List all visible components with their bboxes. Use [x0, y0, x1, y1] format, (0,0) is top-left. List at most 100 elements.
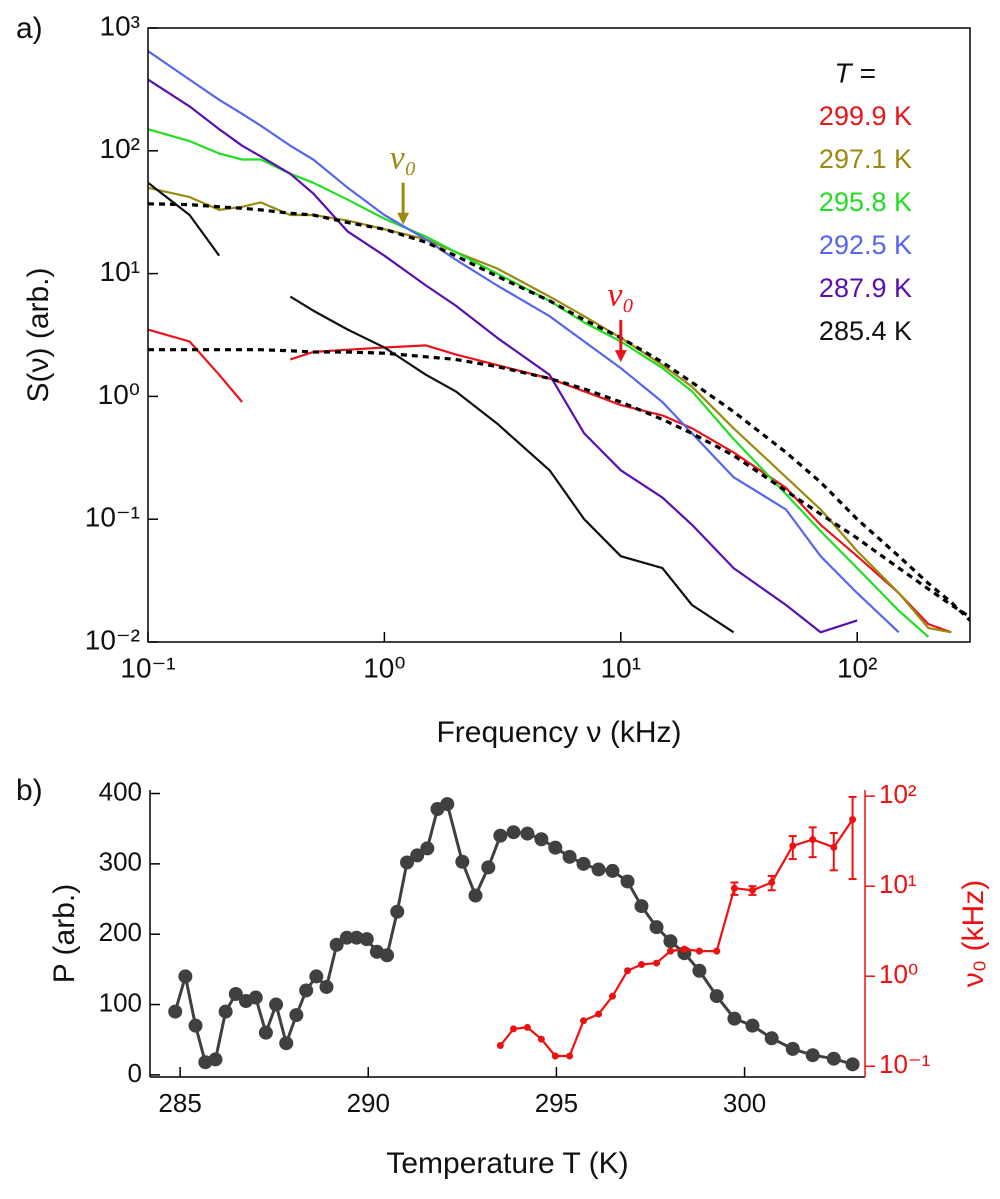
data-point: [319, 979, 334, 994]
x-tick-label: 285: [158, 1088, 201, 1118]
y2-tick-label: 10⁰: [879, 959, 918, 989]
series-line: [148, 181, 735, 634]
data-point: [730, 884, 738, 892]
fit-line: [148, 202, 970, 622]
data-point: [510, 1025, 518, 1033]
x-tick-label: 10¹: [601, 652, 641, 683]
data-point: [580, 1017, 588, 1025]
data-point: [709, 989, 724, 1004]
x-tick-label: 290: [347, 1088, 390, 1118]
legend-entry: 287.9 K: [819, 273, 912, 303]
legend-entry: 295.8 K: [819, 187, 912, 217]
data-point: [279, 1036, 294, 1051]
data-point: [649, 920, 664, 935]
data-point: [248, 990, 263, 1005]
x-tick-label: 10²: [837, 652, 877, 683]
y-tick-label: 10¹: [100, 256, 140, 287]
data-point: [455, 854, 470, 869]
y-tick-label: 100: [99, 987, 142, 1017]
panel-label: a): [16, 12, 43, 45]
data-point: [468, 888, 483, 903]
data-point: [849, 816, 857, 824]
plot-area: [168, 795, 860, 1072]
data-point: [805, 1048, 820, 1063]
data-point: [178, 969, 193, 984]
data-point: [608, 992, 616, 1000]
data-point: [566, 1052, 574, 1060]
x-axis-label: Frequency ν (kHz): [436, 716, 681, 749]
data-point: [493, 828, 508, 843]
data-point: [562, 849, 577, 864]
data-point: [620, 874, 635, 889]
y-tick-label: 10³: [100, 10, 140, 41]
x-tick-label: 10⁻¹: [120, 652, 175, 683]
plot-area: [148, 50, 970, 638]
data-point: [440, 797, 455, 812]
data-point: [548, 840, 563, 855]
y-axis-label: P (arb.): [48, 884, 81, 983]
data-point: [653, 959, 661, 967]
data-point: [637, 960, 645, 968]
data-point: [228, 986, 243, 1001]
data-point: [680, 945, 688, 953]
series-line: [148, 50, 900, 634]
legend-title: T =: [834, 57, 875, 88]
data-point: [168, 1004, 183, 1019]
data-point: [576, 856, 591, 871]
y-tick-label: 10²: [100, 133, 140, 164]
series-line: [148, 128, 930, 638]
data-point: [380, 948, 395, 963]
data-point: [258, 1025, 273, 1040]
data-point: [400, 855, 415, 870]
y-tick-label: 10⁰: [98, 379, 140, 410]
data-point: [218, 1004, 233, 1019]
data-point: [634, 899, 649, 914]
data-point: [826, 1051, 841, 1066]
data-point: [339, 930, 354, 945]
legend-entry: 292.5 K: [819, 230, 912, 260]
data-point: [329, 937, 344, 952]
y-tick-label: 10⁻¹: [85, 502, 140, 533]
x-axis-label: Temperature T (K): [386, 1147, 628, 1180]
arrow-head: [614, 350, 627, 363]
data-point: [605, 863, 620, 878]
y2-tick-label: 10¹: [879, 869, 917, 899]
data-point: [420, 841, 435, 856]
data-point: [410, 848, 425, 863]
x-tick-label: 295: [535, 1088, 578, 1118]
data-point: [745, 1018, 760, 1033]
y-tick-label: 400: [99, 776, 142, 806]
data-point: [390, 904, 405, 919]
data-point: [666, 947, 674, 955]
series-line: [148, 78, 858, 634]
y2-axis-label: ν₀ (kHz): [957, 880, 990, 987]
data-point: [496, 1042, 504, 1050]
data-point: [269, 997, 284, 1012]
data-point: [506, 825, 521, 840]
data-point: [481, 860, 496, 875]
data-point: [789, 842, 797, 850]
data-point: [624, 967, 632, 975]
legend-entry: 299.9 K: [819, 101, 912, 131]
data-point: [845, 1057, 860, 1072]
data-point: [534, 832, 549, 847]
panel-label: b): [16, 774, 43, 807]
data-point: [830, 843, 838, 851]
arrow-head: [397, 212, 410, 225]
data-point: [289, 1008, 304, 1023]
data-point: [663, 934, 678, 949]
legend-entry: 297.1 K: [819, 144, 912, 174]
data-point: [768, 878, 776, 886]
annotation-label: ν₀: [390, 139, 417, 176]
y2-tick-label: 10²: [879, 779, 917, 809]
data-point: [713, 947, 721, 955]
annotation-label: ν₀: [607, 277, 634, 314]
y-tick-label: 0: [128, 1058, 142, 1088]
data-point: [551, 1052, 559, 1060]
data-point: [764, 1031, 779, 1046]
y-tick-label: 300: [99, 847, 142, 877]
data-point: [523, 1023, 531, 1031]
data-point: [695, 947, 703, 955]
x-tick-label: 10⁰: [363, 652, 405, 683]
